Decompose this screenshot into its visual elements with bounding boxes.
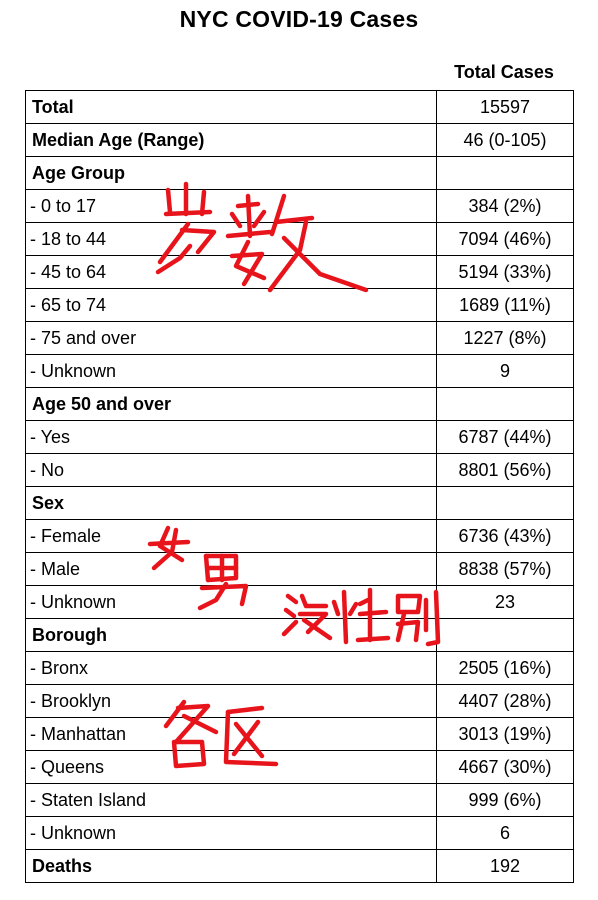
table-row: - 45 to 64 5194 (33%) [25, 255, 574, 289]
row-label: Age 50 and over [25, 387, 437, 421]
table-row: - 18 to 44 7094 (46%) [25, 222, 574, 256]
row-label: - Unknown [25, 585, 437, 619]
row-value: 192 [436, 849, 574, 883]
cases-table-body: Total 15597 Median Age (Range) 46 (0-105) Ag… [25, 90, 574, 883]
row-label: - No [25, 453, 437, 487]
table-row: - 65 to 74 1689 (11%) [25, 288, 574, 322]
table-row: Sex [25, 486, 574, 520]
row-value: 15597 [436, 90, 574, 124]
row-label: - Unknown [25, 816, 437, 850]
table-row: Borough [25, 618, 574, 652]
row-label: - Staten Island [25, 783, 437, 817]
total-cases-column-header: Total Cases [454, 62, 554, 82]
row-label: - 75 and over [25, 321, 437, 355]
row-value: 8801 (56%) [436, 453, 574, 487]
row-value: 7094 (46%) [436, 222, 574, 256]
table-row: - Unknown 23 [25, 585, 574, 619]
row-label: - 45 to 64 [25, 255, 437, 289]
table-row: - Bronx 2505 (16%) [25, 651, 574, 685]
table-row: - Unknown 9 [25, 354, 574, 388]
row-label: Deaths [25, 849, 437, 883]
table-row: - Male 8838 (57%) [25, 552, 574, 586]
table-row: Age 50 and over [25, 387, 574, 421]
row-label: - Unknown [25, 354, 437, 388]
table-row: - 75 and over 1227 (8%) [25, 321, 574, 355]
row-label: - Brooklyn [25, 684, 437, 718]
table-row: - Queens 4667 (30%) [25, 750, 574, 784]
row-value: 384 (2%) [436, 189, 574, 223]
table-row: - No 8801 (56%) [25, 453, 574, 487]
row-value: 1227 (8%) [436, 321, 574, 355]
table-row: - 0 to 17 384 (2%) [25, 189, 574, 223]
table-row: Median Age (Range) 46 (0-105) [25, 123, 574, 157]
table-row: Total 15597 [25, 90, 574, 124]
row-label: Sex [25, 486, 437, 520]
row-value [436, 387, 574, 421]
row-label: Borough [25, 618, 437, 652]
row-value: 999 (6%) [436, 783, 574, 817]
row-value: 2505 (16%) [436, 651, 574, 685]
row-value: 4667 (30%) [436, 750, 574, 784]
row-label: - 18 to 44 [25, 222, 437, 256]
row-label: - Manhattan [25, 717, 437, 751]
row-label: - 65 to 74 [25, 288, 437, 322]
row-label: - Male [25, 552, 437, 586]
table-row: - Brooklyn 4407 (28%) [25, 684, 574, 718]
row-value: 6736 (43%) [436, 519, 574, 553]
row-value: 46 (0-105) [436, 123, 574, 157]
row-value: 6787 (44%) [436, 420, 574, 454]
row-label: Age Group [25, 156, 437, 190]
table-row: - Unknown 6 [25, 816, 574, 850]
row-value [436, 156, 574, 190]
row-value: 5194 (33%) [436, 255, 574, 289]
row-value: 9 [436, 354, 574, 388]
row-value: 1689 (11%) [436, 288, 574, 322]
row-label: Median Age (Range) [25, 123, 437, 157]
row-label: - Female [25, 519, 437, 553]
row-label: - Yes [25, 420, 437, 454]
row-label: Total [25, 90, 437, 124]
row-value [436, 618, 574, 652]
page-title: NYC COVID-19 Cases [179, 6, 419, 32]
table-row: Age Group [25, 156, 574, 190]
row-value [436, 486, 574, 520]
row-value: 8838 (57%) [436, 552, 574, 586]
table-row: - Yes 6787 (44%) [25, 420, 574, 454]
row-value: 6 [436, 816, 574, 850]
row-value: 23 [436, 585, 574, 619]
row-value: 4407 (28%) [436, 684, 574, 718]
table-row: - Manhattan 3013 (19%) [25, 717, 574, 751]
table-row: Deaths 192 [25, 849, 574, 883]
table-row: - Staten Island 999 (6%) [25, 783, 574, 817]
row-value: 3013 (19%) [436, 717, 574, 751]
row-label: - 0 to 17 [25, 189, 437, 223]
cases-table: Total 15597 Median Age (Range) 46 (0-105) Ag… [25, 90, 574, 883]
table-row: - Female 6736 (43%) [25, 519, 574, 553]
row-label: - Queens [25, 750, 437, 784]
row-label: - Bronx [25, 651, 437, 685]
